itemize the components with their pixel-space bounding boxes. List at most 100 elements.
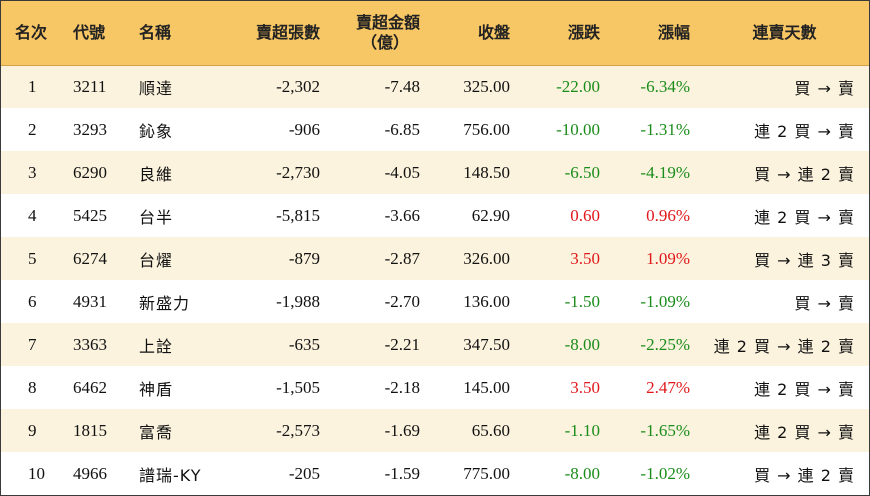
change-cell: -6.50 — [564, 162, 600, 182]
net-sell-lots-cell: -2,302 — [276, 76, 320, 96]
net-sell-lots-cell: -906 — [288, 119, 320, 139]
change-cell: -1.50 — [564, 291, 600, 311]
header-change: 漲跌 — [520, 1, 610, 66]
change-pct-cell: -1.02% — [640, 463, 690, 483]
rank-cell: 9 — [28, 420, 37, 440]
close-cell: 347.50 — [463, 334, 510, 354]
header-net-sell-lots: 賣超張數 — [228, 1, 330, 66]
name-cell: 順達 — [139, 78, 174, 98]
net-sell-amount-cell: -3.66 — [384, 205, 420, 225]
change-pct-cell: -6.34% — [640, 76, 690, 96]
header-rank: 名次 — [1, 1, 63, 66]
net-sell-lots-cell: -1,988 — [276, 291, 320, 311]
streak-cell: 連 2 買 → 賣 — [754, 121, 855, 141]
net-sell-lots-cell: -205 — [288, 463, 320, 483]
close-cell: 136.00 — [463, 291, 510, 311]
change-pct-cell: -1.31% — [640, 119, 690, 139]
change-cell: -1.10 — [564, 420, 600, 440]
net-sell-amount-cell: -2.87 — [384, 248, 420, 268]
change-pct-cell: 0.96% — [646, 205, 690, 225]
streak-cell: 買 → 賣 — [794, 293, 855, 313]
table-row: 8 6462 神盾 -1,505 -2.18 145.00 3.50 2.47% 連 2 買 →… — [1, 366, 869, 409]
table-row: 2 3293 鈊象 -906 -6.85 756.00 -10.00 -1.31% 連 2 買 … — [1, 108, 869, 151]
net-sell-amount-cell: -2.18 — [384, 377, 420, 397]
close-cell: 756.00 — [463, 119, 510, 139]
change-pct-cell: -2.25% — [640, 334, 690, 354]
table-row: 5 6274 台燿 -879 -2.87 326.00 3.50 1.09% 買 → 連 3 賣 — [1, 237, 869, 280]
table-row: 9 1815 富喬 -2,573 -1.69 65.60 -1.10 -1.65% 連 2 買 … — [1, 409, 869, 452]
streak-cell: 連 2 買 → 賣 — [754, 422, 855, 442]
change-cell: -8.00 — [564, 334, 600, 354]
code-cell: 3293 — [73, 119, 107, 139]
table-body: 1 3211 順達 -2,302 -7.48 325.00 -22.00 -6.34% 買 → … — [1, 65, 869, 495]
rank-cell: 3 — [28, 162, 37, 182]
code-cell: 4966 — [73, 463, 107, 483]
net-sell-amount-cell: -2.70 — [384, 291, 420, 311]
net-sell-amount-cell: -1.69 — [384, 420, 420, 440]
name-cell: 良維 — [139, 164, 174, 184]
rank-cell: 4 — [28, 205, 37, 225]
name-cell: 鈊象 — [139, 121, 174, 141]
change-cell: -10.00 — [556, 119, 600, 139]
close-cell: 326.00 — [463, 248, 510, 268]
rank-cell: 2 — [28, 119, 37, 139]
table-row: 1 3211 順達 -2,302 -7.48 325.00 -22.00 -6.34% 買 → … — [1, 65, 869, 108]
header-change-pct: 漲幅 — [610, 1, 700, 66]
code-cell: 1815 — [73, 420, 107, 440]
streak-cell: 買 → 賣 — [794, 78, 855, 98]
streak-cell: 買 → 連 2 賣 — [754, 465, 855, 485]
name-cell: 神盾 — [139, 379, 174, 399]
change-pct-cell: -4.19% — [640, 162, 690, 182]
code-cell: 6462 — [73, 377, 107, 397]
header-net-sell-amount-line1: 賣超金額 — [355, 12, 420, 32]
name-cell: 台半 — [139, 207, 174, 227]
rank-cell: 7 — [28, 334, 37, 354]
change-cell: -8.00 — [564, 463, 600, 483]
net-sell-lots-cell: -1,505 — [276, 377, 320, 397]
streak-cell: 連 2 買 → 賣 — [754, 207, 855, 227]
close-cell: 325.00 — [463, 76, 510, 96]
header-close: 收盤 — [430, 1, 520, 66]
code-cell: 4931 — [73, 291, 107, 311]
net-sell-lots-cell: -635 — [288, 334, 320, 354]
rank-cell: 5 — [28, 248, 37, 268]
rank-cell: 1 — [28, 76, 37, 96]
code-cell: 6274 — [73, 248, 107, 268]
close-cell: 62.90 — [471, 205, 510, 225]
table-header-row: 名次 代號 名稱 賣超張數 賣超金額 （億） 收盤 漲跌 漲幅 連賣天數 — [1, 1, 869, 66]
net-sell-amount-cell: -2.21 — [384, 334, 420, 354]
name-cell: 譜瑞-KY — [139, 465, 202, 485]
code-cell: 6290 — [73, 162, 107, 182]
net-sell-amount-cell: -4.05 — [384, 162, 420, 182]
name-cell: 富喬 — [139, 422, 174, 442]
change-cell: 3.50 — [570, 377, 600, 397]
header-name: 名稱 — [133, 1, 228, 66]
change-cell: -22.00 — [556, 76, 600, 96]
header-streak: 連賣天數 — [700, 1, 869, 66]
streak-cell: 連 2 買 → 連 2 賣 — [713, 336, 855, 356]
streak-cell: 買 → 連 3 賣 — [754, 250, 855, 270]
change-pct-cell: 1.09% — [646, 248, 690, 268]
table-row: 6 4931 新盛力 -1,988 -2.70 136.00 -1.50 -1.09% 買 → … — [1, 280, 869, 323]
net-sell-amount-cell: -6.85 — [384, 119, 420, 139]
streak-cell: 買 → 連 2 賣 — [754, 164, 855, 184]
code-cell: 5425 — [73, 205, 107, 225]
rank-cell: 6 — [28, 291, 37, 311]
change-cell: 0.60 — [570, 205, 600, 225]
rank-cell: 8 — [28, 377, 37, 397]
header-net-sell-amount-line2: （億） — [360, 32, 409, 52]
change-pct-cell: 2.47% — [646, 377, 690, 397]
net-sell-lots-cell: -2,573 — [276, 420, 320, 440]
close-cell: 775.00 — [463, 463, 510, 483]
net-sell-amount-cell: -7.48 — [384, 76, 420, 96]
name-cell: 新盛力 — [139, 293, 191, 313]
code-cell: 3363 — [73, 334, 107, 354]
table-row: 7 3363 上詮 -635 -2.21 347.50 -8.00 -2.25% 連 2 買 →… — [1, 323, 869, 366]
net-sell-lots-cell: -5,815 — [276, 205, 320, 225]
code-cell: 3211 — [73, 76, 107, 96]
change-cell: 3.50 — [570, 248, 600, 268]
table-row: 3 6290 良維 -2,730 -4.05 148.50 -6.50 -4.19% 買 → 連… — [1, 151, 869, 194]
net-sell-lots-cell: -879 — [288, 248, 320, 268]
net-sell-amount-cell: -1.59 — [384, 463, 420, 483]
change-pct-cell: -1.65% — [640, 420, 690, 440]
